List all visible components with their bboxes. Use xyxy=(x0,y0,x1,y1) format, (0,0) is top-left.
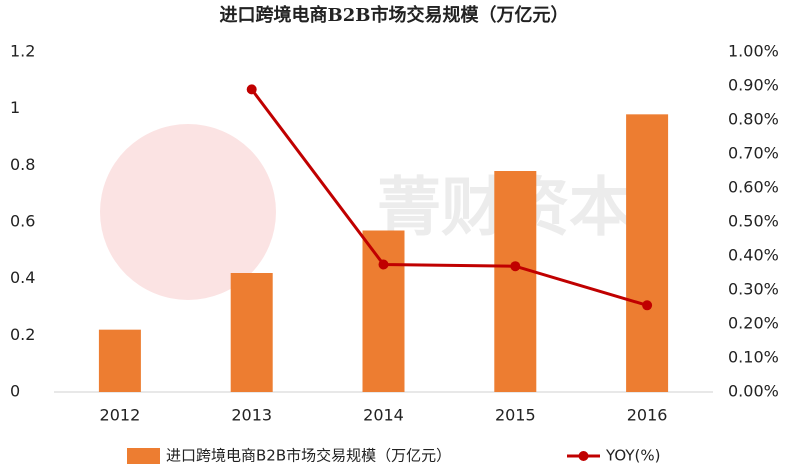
y2-tick-label: 1.00% xyxy=(728,42,779,61)
legend-label: 进口跨境电商B2B市场交易规模（万亿元） xyxy=(166,447,451,465)
legend-swatch xyxy=(127,448,160,464)
line-point xyxy=(510,261,521,272)
watermark-logo xyxy=(100,124,276,300)
legend-label: YOY(%) xyxy=(605,447,660,465)
y2-tick-label: 0.40% xyxy=(728,246,779,265)
y2-tick-label: 0.20% xyxy=(728,314,779,333)
y-tick-label: 0 xyxy=(10,382,20,401)
bar xyxy=(230,273,273,392)
x-tick-label: 2016 xyxy=(627,406,668,425)
y2-tick-label: 0.90% xyxy=(728,76,779,95)
x-tick-label: 2012 xyxy=(100,406,141,425)
line-point xyxy=(246,84,257,95)
x-tick-label: 2015 xyxy=(495,406,536,425)
y2-tick-label: 0.10% xyxy=(728,348,779,367)
line xyxy=(250,88,648,307)
y2-tick-label: 0.00% xyxy=(728,382,779,401)
y-tick-label: 0.4 xyxy=(10,268,35,287)
x-tick-label: 2014 xyxy=(363,406,404,425)
y2-tick-label: 0.70% xyxy=(728,144,779,163)
y2-tick-label: 0.50% xyxy=(728,212,779,231)
line-point xyxy=(378,259,389,270)
y-tick-label: 0.2 xyxy=(10,325,35,344)
x-tick-label: 2013 xyxy=(231,406,272,425)
bar xyxy=(494,171,537,392)
chart-title: 进口跨境电商B2B市场交易规模（万亿元） xyxy=(220,4,569,26)
y2-tick-label: 0.30% xyxy=(728,280,779,299)
bar xyxy=(626,114,669,392)
y2-tick-label: 0.80% xyxy=(728,110,779,129)
legend-swatch-dot xyxy=(578,451,589,461)
bar xyxy=(98,329,141,392)
line-point xyxy=(642,300,653,311)
y-tick-label: 1.2 xyxy=(10,42,35,61)
y-tick-label: 0.8 xyxy=(10,155,35,174)
y-tick-label: 0.6 xyxy=(10,212,35,231)
y-tick-label: 1 xyxy=(10,98,20,117)
bar xyxy=(362,230,405,392)
y2-tick-label: 0.60% xyxy=(728,178,779,197)
